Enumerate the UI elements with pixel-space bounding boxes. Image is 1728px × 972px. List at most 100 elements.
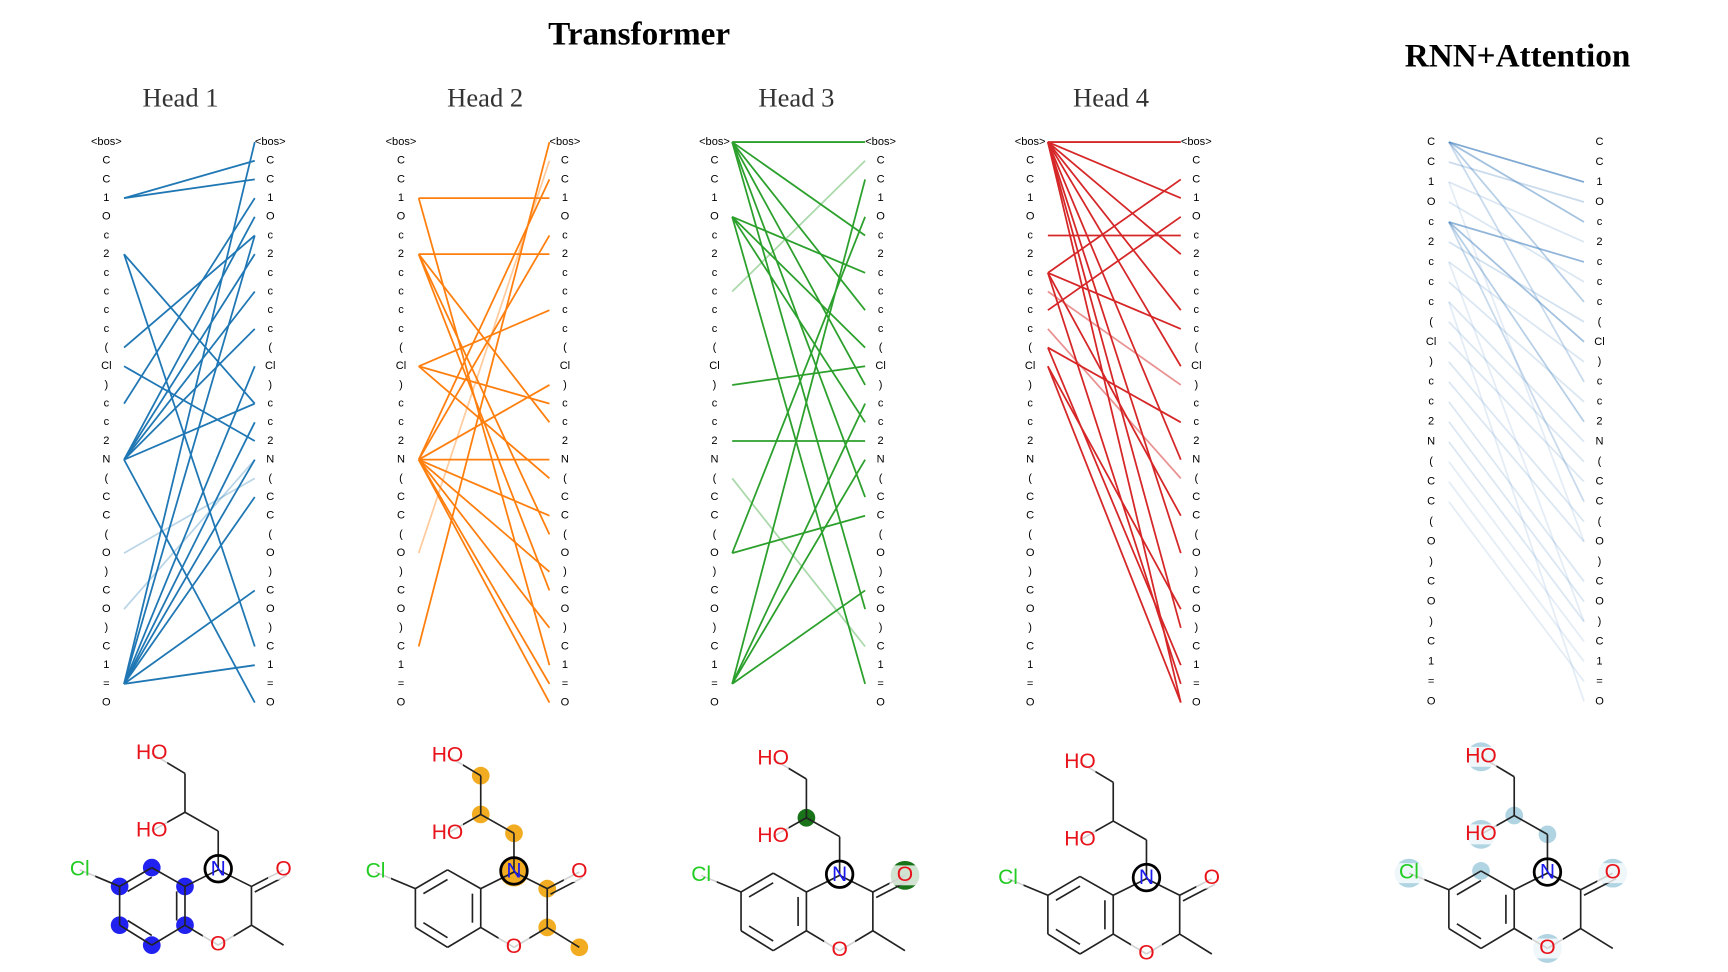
token-left: ) xyxy=(104,566,108,578)
token-right: c xyxy=(878,229,884,241)
token-left: C xyxy=(102,640,110,652)
token-left: C xyxy=(102,510,110,522)
token-right: c xyxy=(562,323,568,335)
token-left: C xyxy=(710,491,718,503)
attention-edge xyxy=(731,141,866,386)
token-right: c xyxy=(1194,229,1200,241)
token-left: ) xyxy=(399,622,403,634)
token-right: Cl xyxy=(560,360,570,372)
token-left: N xyxy=(710,454,718,466)
token-left: c xyxy=(1027,323,1033,335)
attention-edge xyxy=(1448,341,1585,483)
attention-edge xyxy=(123,589,256,685)
token-right: 1 xyxy=(562,659,568,671)
token-right: c xyxy=(1194,398,1200,410)
label-bg xyxy=(1064,752,1096,773)
token-left: C xyxy=(397,155,405,167)
token-right: C xyxy=(877,510,885,522)
bond xyxy=(422,878,448,895)
label-bg xyxy=(432,823,464,844)
token-left: C xyxy=(710,510,718,522)
label-bg xyxy=(64,859,96,880)
token-left: c xyxy=(1428,256,1434,268)
token-left: ) xyxy=(1429,356,1433,368)
token-left: c xyxy=(712,323,718,335)
bond xyxy=(1112,820,1147,841)
attention-edge xyxy=(731,216,866,554)
token-right: c xyxy=(878,267,884,279)
token-right: <bos> xyxy=(865,136,896,148)
token-right: c xyxy=(1194,323,1200,335)
token-left: ) xyxy=(713,566,717,578)
token-left: C xyxy=(397,584,405,596)
token-right: O xyxy=(1192,211,1201,223)
token-left: 2 xyxy=(1027,435,1033,447)
attention-edge xyxy=(418,459,550,573)
attention-edge xyxy=(418,365,550,405)
bond xyxy=(119,866,153,888)
token-left: 1 xyxy=(711,659,717,671)
focus-atom xyxy=(824,859,855,889)
attention-edge xyxy=(1448,281,1585,403)
token-left: c xyxy=(398,416,404,428)
token-left: C xyxy=(1026,584,1034,596)
token-left: O xyxy=(1026,547,1035,559)
token-right: ) xyxy=(1194,379,1198,391)
token-left: c xyxy=(1428,376,1434,388)
attention-edge xyxy=(417,253,551,591)
token-left: c xyxy=(1027,267,1033,279)
token-left: O xyxy=(1427,536,1436,548)
token-right: c xyxy=(268,416,274,428)
attention-edge xyxy=(731,179,866,685)
token-right: = xyxy=(1596,675,1602,687)
token-right: = xyxy=(562,678,568,690)
token-right: C xyxy=(1596,635,1604,647)
token-right: Cl xyxy=(1191,360,1201,372)
bond xyxy=(251,924,285,946)
attention-edge xyxy=(123,197,256,405)
token-left: c xyxy=(1428,276,1434,288)
atom-label: Cl xyxy=(691,863,711,886)
token-left: 1 xyxy=(1027,192,1033,204)
attention-edge xyxy=(123,664,255,685)
attention-edge xyxy=(123,477,256,554)
token-right: c xyxy=(878,323,884,335)
token-right: c xyxy=(268,323,274,335)
bond xyxy=(1448,870,1482,891)
token-left: 1 xyxy=(103,659,109,671)
attention-edge xyxy=(1448,361,1585,523)
label-bg xyxy=(992,868,1024,889)
token-right: c xyxy=(268,398,274,410)
token-right: 1 xyxy=(1596,176,1602,188)
atom-label: O xyxy=(571,860,587,883)
focus-atom xyxy=(1131,862,1162,893)
attention-edge xyxy=(1047,290,1182,386)
token-right: O xyxy=(561,547,570,559)
attention-edge xyxy=(1448,141,1585,183)
token-left: c xyxy=(1027,416,1033,428)
attention-edge xyxy=(731,160,866,293)
token-right: ( xyxy=(1194,528,1198,540)
attention-edge xyxy=(123,459,256,685)
token-right: C xyxy=(877,155,885,167)
token-right: 1 xyxy=(267,192,273,204)
atom-label: HO xyxy=(136,741,168,764)
focus-atom xyxy=(203,854,233,884)
token-right: c xyxy=(1194,267,1200,279)
focus-atom xyxy=(1532,857,1563,887)
token-right: ( xyxy=(268,341,272,353)
token-right: ( xyxy=(879,472,883,484)
bond xyxy=(422,922,448,939)
token-right: ) xyxy=(563,622,567,634)
token-right: c xyxy=(1597,396,1603,408)
token-right: C xyxy=(1192,584,1200,596)
atom-label: O xyxy=(897,863,913,886)
attention-edge xyxy=(123,459,256,703)
attention-edge xyxy=(1448,221,1585,263)
atom-label: N xyxy=(211,857,226,880)
token-left: = xyxy=(103,678,109,690)
token-right: C xyxy=(266,173,274,185)
token-left: ( xyxy=(1028,472,1032,484)
atom-highlight xyxy=(570,938,589,957)
token-left: = xyxy=(398,678,404,690)
